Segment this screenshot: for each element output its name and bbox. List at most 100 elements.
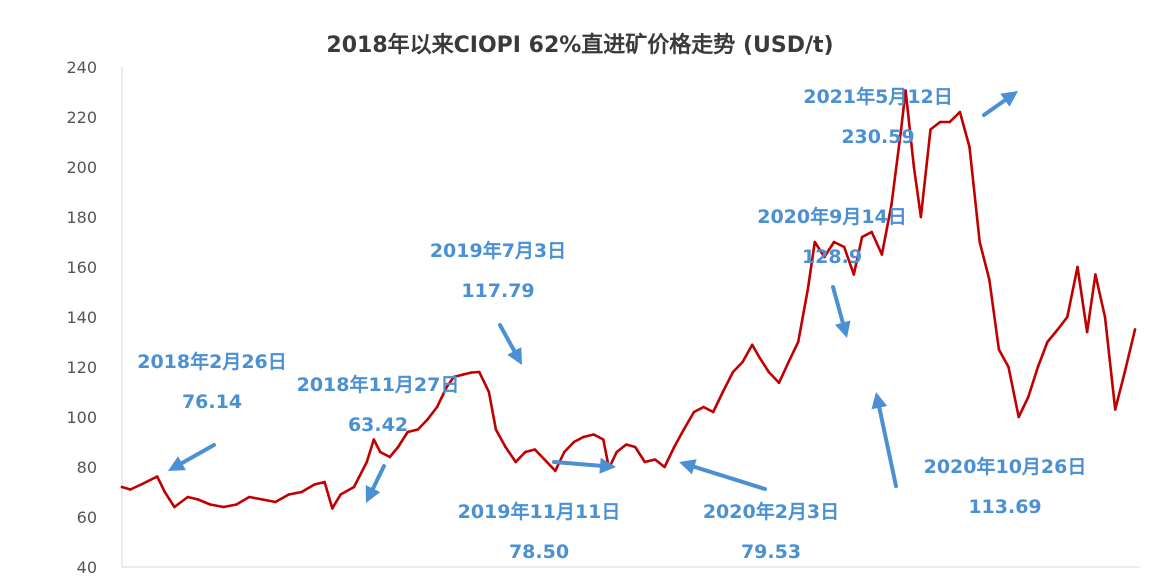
annotation: 2019年11月11日 78.50 [458, 457, 621, 563]
data-point [406, 430, 410, 434]
data-point [948, 120, 951, 124]
data-point [663, 465, 666, 469]
data-point [796, 340, 800, 344]
annotation-arrowhead [168, 456, 186, 471]
data-point [1103, 315, 1107, 319]
data-point [323, 480, 326, 484]
data-point [958, 110, 962, 114]
data-point [572, 440, 576, 444]
data-point [196, 498, 200, 501]
data-point [592, 433, 595, 436]
data-point [929, 128, 932, 131]
chart-title: 2018年以来CIOPI 62%直进矿价格走势 (USD/t) [326, 32, 833, 58]
annotation-arrowhead [1000, 91, 1018, 107]
y-axis-ticks: 40 60 80 100 120 140 160 180 200 220 240 [66, 58, 97, 577]
y-tick-label: 100 [66, 408, 97, 427]
data-point [478, 370, 481, 374]
data-point [1123, 370, 1127, 374]
annotation-date: 2018年11月27日 [297, 373, 460, 396]
data-point [643, 460, 647, 464]
annotation-date: 2020年9月14日 [757, 205, 907, 228]
annotation-value: 78.50 [509, 541, 569, 563]
annotation-arrowhead [871, 392, 888, 410]
data-point [222, 505, 225, 509]
annotation-arrow-shaft [831, 285, 845, 325]
data-point [1133, 328, 1137, 331]
annotation-arrow-shaft [692, 464, 767, 491]
data-point [615, 450, 618, 454]
data-point [702, 405, 705, 409]
data-point [470, 371, 473, 374]
data-point [524, 450, 527, 454]
data-point [1027, 395, 1030, 399]
data-point [787, 360, 790, 364]
annotation-date: 2018年2月26日 [137, 350, 287, 373]
annotation: 2020年2月3日 79.53 [679, 459, 839, 563]
data-point [339, 493, 342, 496]
data-point [767, 370, 771, 374]
annotation-value: 63.42 [348, 414, 408, 436]
data-point [653, 458, 657, 461]
data-point [313, 483, 316, 486]
y-tick-label: 80 [77, 458, 97, 477]
annotation-date: 2019年11月11日 [458, 500, 621, 523]
data-point [533, 448, 537, 451]
annotation-date: 2019年7月3日 [430, 239, 566, 262]
data-point [452, 375, 456, 379]
data-point [672, 445, 676, 449]
data-point [543, 458, 546, 461]
data-point [842, 245, 846, 249]
data-point [741, 360, 744, 364]
annotation-arrow-shaft [552, 460, 603, 468]
data-point [938, 120, 942, 124]
data-point [832, 240, 836, 244]
data-point [1085, 330, 1089, 334]
y-tick-label: 220 [66, 108, 97, 127]
data-point [1066, 315, 1069, 319]
annotation-arrow-shaft [982, 98, 1007, 117]
y-tick-label: 180 [66, 208, 97, 227]
data-point [365, 460, 369, 464]
data-point [331, 507, 334, 510]
data-point [1076, 265, 1079, 269]
data-point [582, 435, 585, 439]
data-point [388, 455, 392, 459]
data-point [173, 505, 176, 509]
annotation-value: 117.79 [461, 280, 534, 302]
annotation: 2020年9月14日 128.9 [757, 205, 907, 338]
data-point [806, 288, 810, 291]
series-layer [120, 89, 1137, 510]
annotation-date: 2021年5月12日 [803, 85, 953, 108]
data-point [462, 373, 465, 376]
data-point [378, 450, 382, 454]
data-point [274, 500, 277, 504]
data-point [777, 381, 781, 385]
data-point [978, 240, 981, 244]
data-point [235, 503, 238, 506]
data-point [396, 445, 400, 449]
data-point [445, 385, 449, 389]
data-point [852, 273, 856, 276]
data-point [757, 355, 761, 359]
data-point [602, 438, 605, 441]
data-point [487, 390, 491, 394]
data-point [352, 485, 356, 489]
annotation-value: 76.14 [182, 391, 242, 413]
data-point [129, 488, 132, 491]
data-point [435, 405, 439, 409]
data-point [904, 89, 907, 92]
data-point [813, 240, 817, 244]
data-point [247, 495, 251, 499]
annotation-value: 79.53 [741, 541, 801, 563]
series-line [120, 89, 1137, 510]
data-point [372, 438, 376, 441]
data-point [682, 428, 686, 431]
data-point [1007, 365, 1010, 369]
annotation-arrowhead [365, 485, 381, 503]
data-point [711, 410, 715, 414]
data-point [750, 343, 754, 347]
annotation: 2018年2月26日 76.14 [137, 350, 287, 471]
data-point [721, 390, 725, 394]
data-point [1046, 340, 1049, 344]
